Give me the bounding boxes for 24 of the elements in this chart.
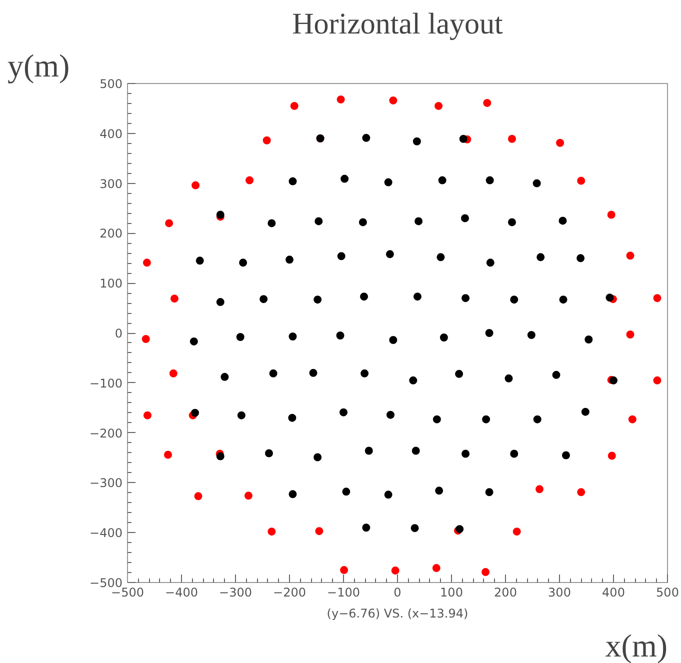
y-tick-label: 200 [100,226,122,241]
y-tick-label: −400 [90,526,123,540]
x-tick-label: −200 [273,586,306,600]
y-tick-label: −300 [90,476,123,490]
text: (y−6.76) VS. (x−13.94) [326,606,468,620]
chart-title: Horizontal layout [292,8,504,40]
x-tick-label: −100 [327,586,360,600]
y-tick-label: 0 [114,326,123,340]
y-axis-title: y(m) [8,48,70,84]
y-tick-label: 400 [100,126,122,141]
x-tick-label: 0 [394,586,402,600]
x-tick-label: −400 [165,586,198,600]
y-tick-label: 500 [100,77,122,91]
y-tick-label: −200 [90,426,123,440]
x-axis-title: x(m) [605,628,668,663]
x-tick-label: 100 [440,586,463,600]
x-tick-label: 300 [548,586,571,600]
x-tick-label: 200 [494,586,517,600]
y-tick-label: 300 [100,176,122,191]
x-tick-label: 400 [602,586,625,600]
x-tick-label: 500 [656,586,679,600]
y-tick-label: 100 [100,276,122,291]
y-tick-label: −100 [90,376,123,390]
x-tick-label: −300 [219,586,252,600]
